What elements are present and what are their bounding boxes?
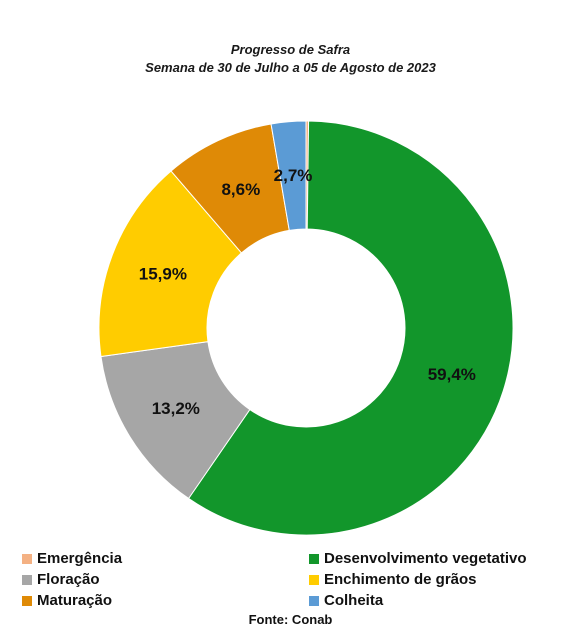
data-label-4: 8,6% [221,180,260,199]
legend-label-colheita: Colheita [324,592,384,609]
data-label-5: 2,7% [274,166,313,185]
legend-swatch-floracao [22,574,32,585]
data-label-2: 13,2% [152,399,200,418]
legend-swatch-desenvolvimento [309,553,319,564]
legend-swatch-maturacao [22,595,32,606]
slice-floracao [100,341,251,500]
legend-label-floracao: Floração [37,571,100,588]
legend-label-desenvolvimento: Desenvolvimento vegetativo [324,550,527,567]
slice-desenvolvimento-vegetativo [187,120,514,536]
slice-enchimento-de-graos [98,170,243,358]
legend-item-desenvolvimento: Desenvolvimento vegetativo [309,550,527,567]
legend-item-floracao: Floração [22,571,100,588]
legend-label-emergencia: Emergência [37,550,123,567]
legend-item-colheita: Colheita [309,592,383,609]
legend-swatch-emergencia [22,553,32,564]
legend-swatch-colheita [309,595,319,606]
slice-colheita [270,120,307,231]
legend-item-emergencia: Emergência [22,550,122,567]
chart-subtitle: Semana de 30 de Julho a 05 de Agosto de … [145,60,436,75]
legend-item-maturacao: Maturação [22,592,112,609]
chart-title: Progresso de Safra [230,42,351,57]
legend-swatch-enchimento [309,574,319,585]
legend-label-maturacao: Maturação [37,592,113,609]
data-label-3: 15,9% [139,264,187,283]
data-label-1: 59,4% [428,365,476,384]
legend-item-enchimento: Enchimento de grãos [309,571,477,588]
chart-source: Fonte: Conab [248,612,333,627]
legend-label-enchimento: Enchimento de grãos [324,571,477,588]
